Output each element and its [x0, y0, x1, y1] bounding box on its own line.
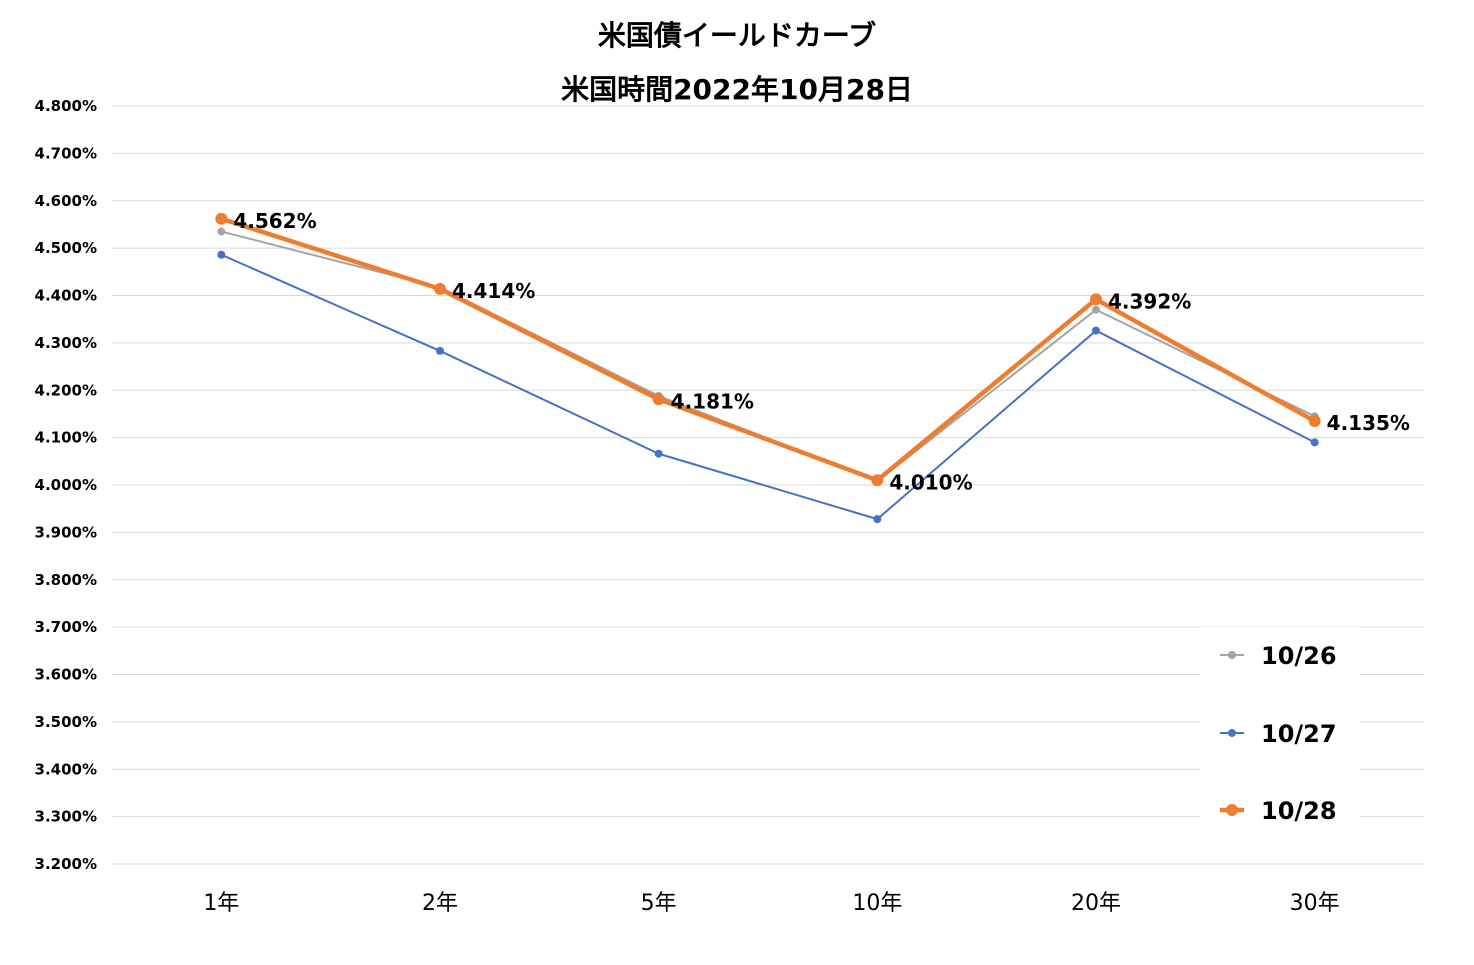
- y-tick-label: 3.200%: [35, 855, 97, 873]
- y-tick-label: 3.600%: [35, 666, 97, 684]
- legend-marker: [1228, 729, 1236, 737]
- y-tick-label: 3.300%: [35, 808, 97, 826]
- data-label: 4.414%: [452, 279, 535, 303]
- data-point: [654, 449, 663, 458]
- data-point: [1092, 305, 1100, 314]
- data-label: 4.135%: [1327, 411, 1410, 435]
- x-tick-label: 5年: [641, 891, 677, 916]
- y-tick-label: 4.200%: [35, 381, 97, 399]
- y-tick-label: 4.400%: [35, 287, 97, 305]
- y-tick-label: 4.300%: [35, 334, 97, 352]
- y-tick-label: 3.400%: [35, 760, 97, 778]
- series-line-10-28: [220, 216, 1316, 483]
- legend-label: 10/27: [1261, 720, 1337, 748]
- legend-label: 10/26: [1261, 642, 1337, 670]
- legend-marker: [1228, 651, 1236, 659]
- y-tick-label: 3.500%: [35, 713, 97, 731]
- data-point: [871, 474, 884, 487]
- data-point: [1308, 415, 1321, 428]
- y-tick-label: 4.100%: [35, 429, 97, 447]
- y-tick-label: 4.500%: [35, 239, 97, 257]
- data-label: 4.181%: [671, 389, 754, 413]
- data-point: [436, 346, 444, 355]
- x-tick-label: 20年: [1071, 891, 1121, 916]
- data-point: [217, 227, 226, 236]
- data-label: 4.562%: [233, 209, 316, 233]
- x-tick-label: 2年: [422, 891, 458, 916]
- x-tick-label: 1年: [203, 891, 239, 916]
- chart-subtitle: 米国時間2022年10月28日: [561, 73, 913, 106]
- data-point: [217, 250, 226, 259]
- data-point: [434, 282, 446, 295]
- data-label: 4.010%: [889, 470, 972, 494]
- y-tick-label: 3.800%: [35, 571, 97, 589]
- data-point: [1090, 293, 1102, 306]
- x-tick-label: 10年: [852, 891, 902, 916]
- y-tick-label: 4.000%: [35, 476, 97, 494]
- legend-label: 10/28: [1261, 797, 1337, 825]
- chart-title: 米国債イールドカーブ: [597, 19, 877, 52]
- data-point: [1092, 326, 1100, 335]
- data-point: [873, 515, 882, 524]
- y-tick-label: 4.700%: [35, 144, 97, 162]
- data-point: [1310, 438, 1319, 447]
- y-tick-label: 3.700%: [35, 618, 97, 636]
- data-label: 4.392%: [1108, 289, 1191, 313]
- data-point: [652, 393, 665, 406]
- series-line-10-27: [220, 253, 1316, 521]
- y-tick-label: 3.900%: [35, 523, 97, 541]
- legend-marker: [1226, 804, 1238, 816]
- data-point: [215, 212, 228, 225]
- y-tick-label: 4.800%: [35, 97, 97, 115]
- x-tick-label: 30年: [1290, 891, 1340, 916]
- y-tick-label: 4.600%: [35, 192, 97, 210]
